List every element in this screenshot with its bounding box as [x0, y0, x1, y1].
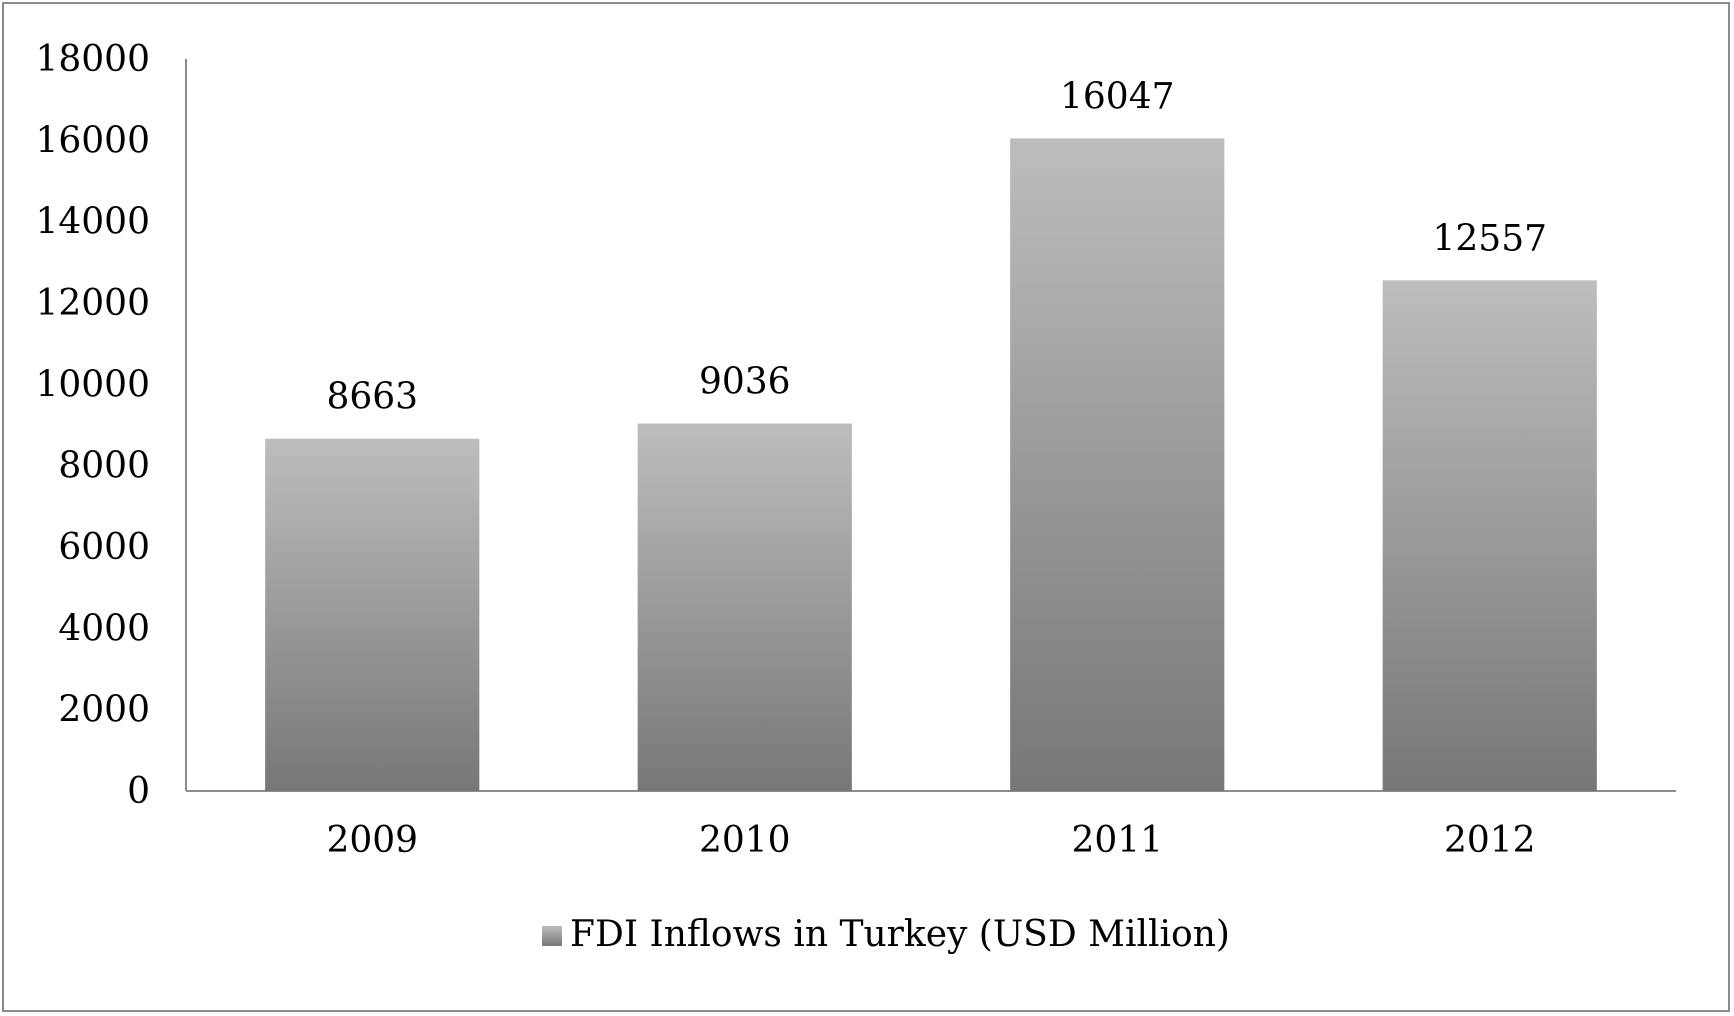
bars — [265, 138, 1597, 791]
y-tick-label: 8000 — [58, 446, 150, 487]
data-label-2011: 16047 — [1060, 76, 1175, 117]
legend-label: FDI Inflows in Turkey (USD Million) — [570, 914, 1230, 955]
bar-2010 — [637, 423, 852, 791]
y-tick-label: 10000 — [35, 364, 150, 405]
y-tick-label: 16000 — [35, 120, 150, 161]
y-tick-label: 4000 — [58, 608, 150, 649]
y-tick-label: 6000 — [58, 527, 150, 568]
bar-2009 — [265, 438, 480, 791]
x-tick-label: 2010 — [699, 820, 791, 861]
x-tick-label: 2012 — [1444, 820, 1536, 861]
y-tick-label: 14000 — [35, 202, 150, 243]
data-label-2010: 9036 — [699, 362, 791, 403]
y-tick-label: 12000 — [35, 283, 150, 324]
y-tick-label: 0 — [127, 771, 150, 812]
bar-2011 — [1010, 138, 1225, 791]
y-tick-label: 2000 — [58, 690, 150, 731]
x-tick-label: 2011 — [1071, 820, 1163, 861]
data-labels: 8663 9036 16047 12557 — [326, 76, 1547, 417]
data-label-2009: 8663 — [326, 377, 418, 418]
x-axis: 2009 2010 2011 2012 — [186, 790, 1676, 861]
x-tick-label: 2009 — [326, 820, 418, 861]
data-label-2012: 12557 — [1432, 218, 1547, 259]
legend-swatch — [542, 926, 562, 946]
bar-2012 — [1382, 280, 1597, 791]
y-tick-label: 18000 — [35, 39, 150, 80]
bar-chart: 0 2000 4000 6000 8000 10000 12000 14000 16000 180… — [35, 39, 1676, 955]
legend: FDI Inflows in Turkey (USD Million) — [542, 914, 1230, 955]
y-axis: 0 2000 4000 6000 8000 10000 12000 14000 16000 180… — [35, 39, 187, 812]
